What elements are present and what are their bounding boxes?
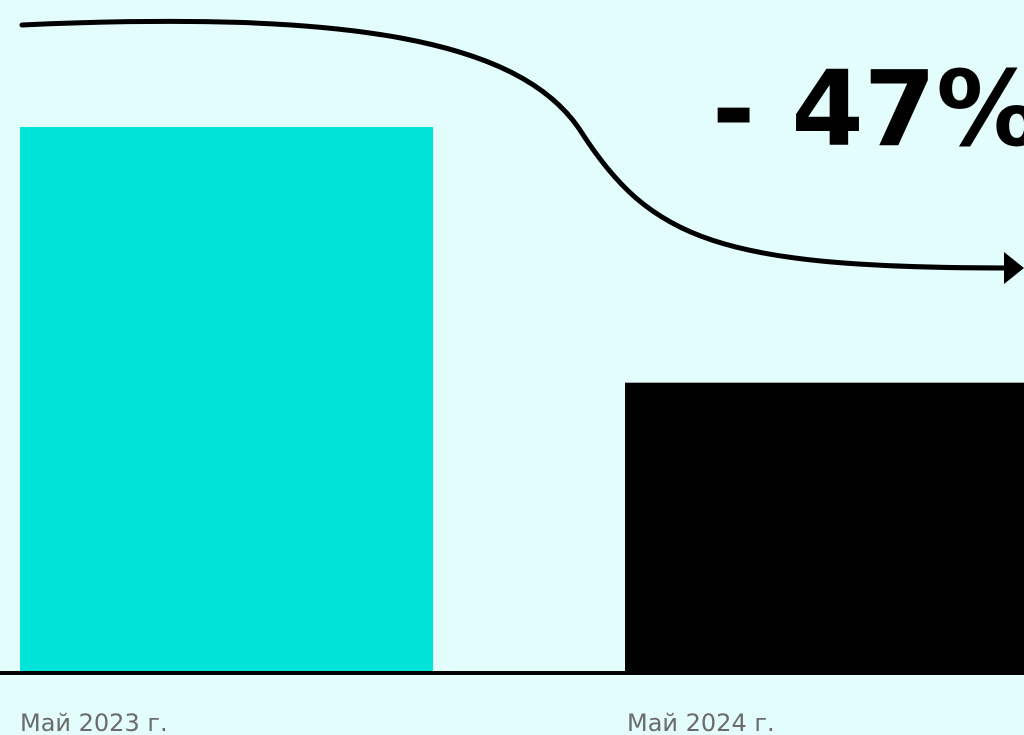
category-label-0: Май 2023 г.	[20, 709, 168, 735]
change-annotation: - 47%	[712, 48, 1024, 170]
category-label-1: Май 2024 г.	[627, 709, 775, 735]
bars-layer	[20, 127, 1024, 671]
trend-arrow-line	[19, 18, 1013, 271]
bar-1	[625, 382, 1024, 671]
trend-arrowhead-icon	[1004, 252, 1024, 284]
bar-0	[20, 127, 433, 671]
